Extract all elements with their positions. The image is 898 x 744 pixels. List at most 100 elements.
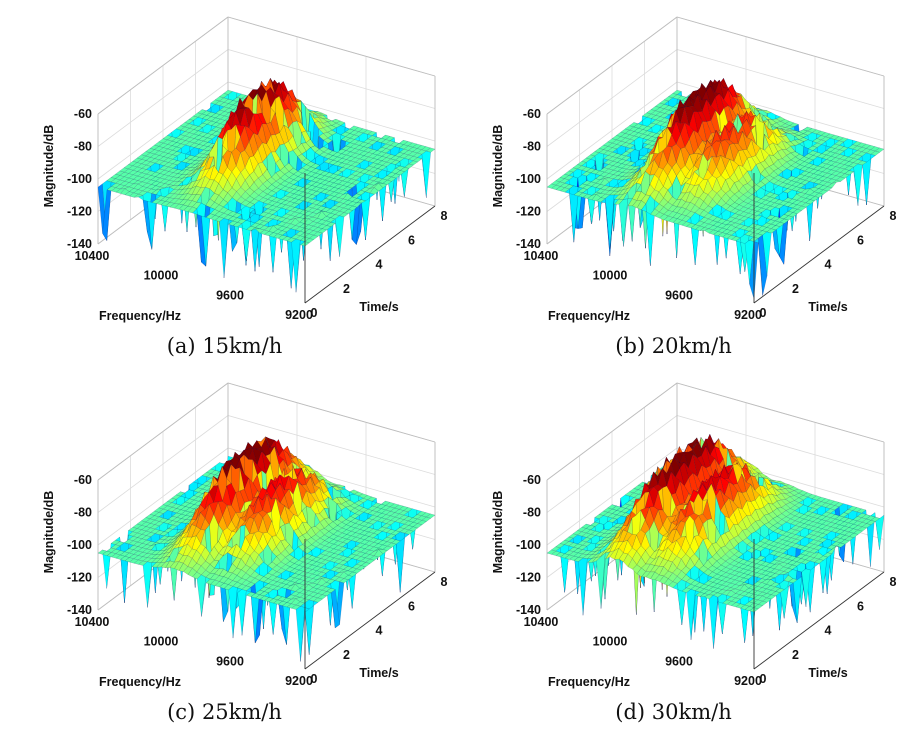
surface-patch xyxy=(399,519,409,525)
surface-patch xyxy=(272,211,282,253)
surface-patch xyxy=(716,154,726,176)
time-tick-label: 2 xyxy=(792,282,799,296)
surface-mesh xyxy=(546,77,885,299)
time-tick-label: 2 xyxy=(343,282,350,296)
surface-patch xyxy=(760,195,771,201)
surface-patch xyxy=(259,216,269,222)
surface-patch xyxy=(795,178,806,184)
surface-patch xyxy=(835,172,846,178)
pane-edge xyxy=(227,382,436,443)
surface-patch xyxy=(293,528,303,538)
mag-tick-label: -80 xyxy=(74,140,92,154)
surface-patch xyxy=(208,485,219,503)
surface-patch xyxy=(373,534,383,577)
surface-patch xyxy=(776,136,787,143)
surface-patch xyxy=(299,593,310,599)
surface-patch xyxy=(191,550,202,564)
mag-tick-label: -60 xyxy=(74,473,92,487)
time-tick-label: 6 xyxy=(857,233,864,247)
surface-patch xyxy=(761,204,771,210)
surface-patch xyxy=(733,164,744,182)
surface-patch xyxy=(861,158,872,205)
surface-patch xyxy=(735,237,746,272)
surface-patch xyxy=(668,217,678,223)
freq-tick-label: 10000 xyxy=(144,635,179,649)
surface-patch xyxy=(708,220,718,226)
pane-edge xyxy=(97,16,229,115)
surface-patch xyxy=(273,599,283,605)
surface-patch xyxy=(253,188,264,196)
surface-patch xyxy=(298,571,309,577)
surface-patch xyxy=(253,148,263,164)
surface-patch xyxy=(291,238,301,293)
surface-patch xyxy=(303,581,314,586)
surface-plot: -60-80-100-120-1401040010000960092000246… xyxy=(42,382,448,689)
surface-patch xyxy=(399,514,409,520)
time-axis-label: Time/s xyxy=(808,300,847,314)
surface-patch xyxy=(271,482,281,491)
surface-patch xyxy=(240,504,250,523)
surface-patch xyxy=(852,150,863,156)
surface-patch xyxy=(787,203,798,209)
surface-patch xyxy=(142,182,152,188)
surface-patch xyxy=(865,145,876,150)
surface-patch xyxy=(748,214,758,220)
surface-patch xyxy=(294,583,305,589)
surface-patch xyxy=(264,597,274,603)
surface-patch xyxy=(312,575,322,581)
surface-patch xyxy=(746,111,756,128)
surface-patch xyxy=(263,203,273,209)
surface-patch xyxy=(752,215,763,221)
surface-patch xyxy=(252,447,262,466)
surface-plot: -60-80-100-120-1401040010000960092000246… xyxy=(491,382,897,689)
surface-patch xyxy=(324,172,334,178)
surface-patch xyxy=(692,437,702,449)
surface-patch xyxy=(813,165,823,171)
surface-patch xyxy=(351,175,361,181)
surface-patch xyxy=(365,192,375,241)
surface-patch xyxy=(354,505,364,511)
surface-patch xyxy=(193,135,204,141)
surface-patch xyxy=(273,233,283,239)
surface-patch xyxy=(373,538,383,544)
surface-patch xyxy=(298,566,309,572)
surface-patch xyxy=(141,173,152,179)
surface-patch xyxy=(795,174,806,180)
surface-patch xyxy=(278,82,289,103)
surface-patch xyxy=(689,165,699,179)
surface-patch xyxy=(373,549,384,558)
surface-patch xyxy=(659,113,670,119)
surface-patch xyxy=(147,198,157,250)
surface-patch xyxy=(270,134,281,153)
surface-patch xyxy=(621,172,632,177)
surface-patch xyxy=(360,182,370,232)
surface-patch xyxy=(582,546,592,582)
time-axis-label: Time/s xyxy=(359,300,398,314)
surface-patch xyxy=(286,223,296,229)
surface-patch xyxy=(315,169,325,175)
mag-tick-label: -120 xyxy=(516,205,541,219)
surface-patch xyxy=(219,218,229,279)
surface-patch xyxy=(332,525,343,532)
surface-patch xyxy=(329,548,339,554)
surface-patch xyxy=(807,128,817,133)
surface-patch xyxy=(802,126,813,132)
surface-patch xyxy=(769,198,780,204)
surface-patch xyxy=(132,175,143,181)
surface-patch xyxy=(102,186,112,242)
surface-patch xyxy=(614,198,624,205)
surface-patch xyxy=(694,184,704,198)
surface-patch xyxy=(757,230,768,236)
surface-patch xyxy=(719,93,729,109)
surface-patch xyxy=(332,161,343,167)
surface-patch xyxy=(129,558,139,564)
surface-patch xyxy=(202,137,213,143)
surface-patch xyxy=(249,181,259,192)
caption-panel-label: (b) xyxy=(615,334,646,358)
surface-patch xyxy=(714,446,724,466)
surface-patch xyxy=(293,514,303,530)
pane-edge xyxy=(227,16,436,77)
surface-patch xyxy=(272,571,282,578)
freq-tick-label: 9200 xyxy=(285,674,313,688)
axes: -60-80-100-120-1401040010000960092000246… xyxy=(42,473,448,689)
